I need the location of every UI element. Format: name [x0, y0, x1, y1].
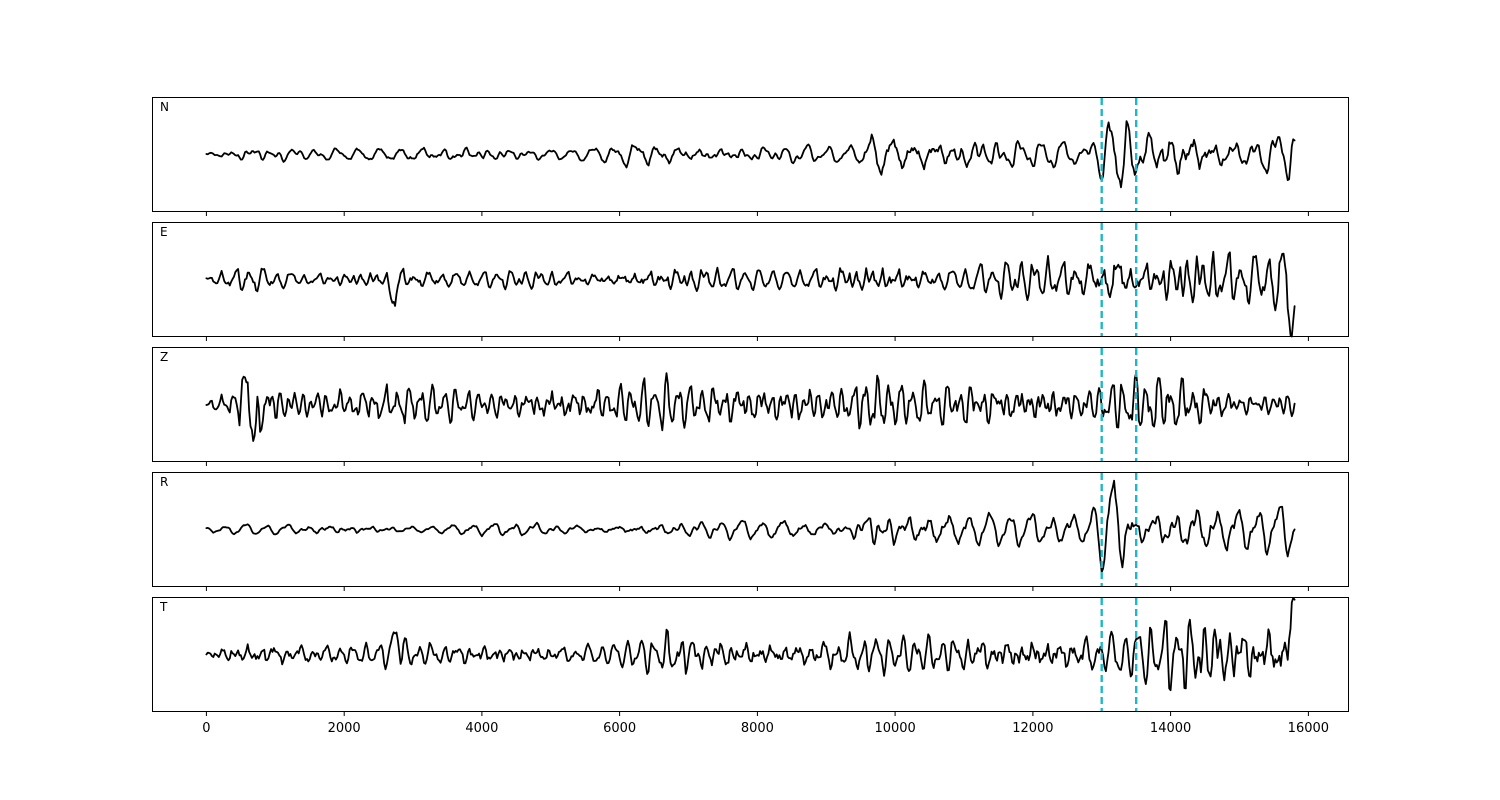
x-axis-tick-label: 2000: [327, 721, 361, 736]
waveform-trace-Z: [205, 372, 1296, 442]
panel-border: [152, 97, 1349, 212]
channel-label-E: E: [160, 225, 168, 239]
x-axis-tick-label: 4000: [465, 721, 499, 736]
trace-plot-area: [152, 597, 1349, 716]
waveform-trace-R: [205, 479, 1296, 573]
x-axis-tick-label: 16000: [1287, 721, 1330, 736]
trace-panel-N: N: [152, 97, 1349, 217]
x-axis-tick-label: 6000: [603, 721, 637, 736]
trace-panel-Z: Z: [152, 347, 1349, 467]
panel-border: [152, 222, 1349, 337]
waveform-trace-T: [205, 597, 1296, 692]
trace-plot-area: [152, 97, 1349, 216]
channel-label-T: T: [160, 600, 168, 614]
x-axis-tick-label: 14000: [1149, 721, 1192, 736]
trace-panel-E: E: [152, 222, 1349, 342]
panel-border: [152, 472, 1349, 587]
channel-label-Z: Z: [160, 350, 169, 364]
panel-border: [152, 597, 1349, 712]
x-axis-tick-label: 12000: [1012, 721, 1054, 736]
trace-plot-area: [152, 222, 1349, 341]
waveform-trace-N: [205, 120, 1296, 189]
trace-plot-area: [152, 472, 1349, 591]
channel-label-N: N: [160, 100, 169, 114]
x-axis-tick-label: 8000: [740, 721, 774, 736]
trace-panel-R: R: [152, 472, 1349, 592]
channel-label-R: R: [160, 475, 169, 489]
trace-plot-area: [152, 347, 1349, 466]
trace-panel-T: T: [152, 597, 1349, 717]
panel-border: [152, 347, 1349, 462]
x-axis-tick-label: 10000: [874, 721, 916, 736]
x-axis-tick-label: 0: [202, 721, 211, 736]
waveform-trace-E: [205, 250, 1296, 338]
